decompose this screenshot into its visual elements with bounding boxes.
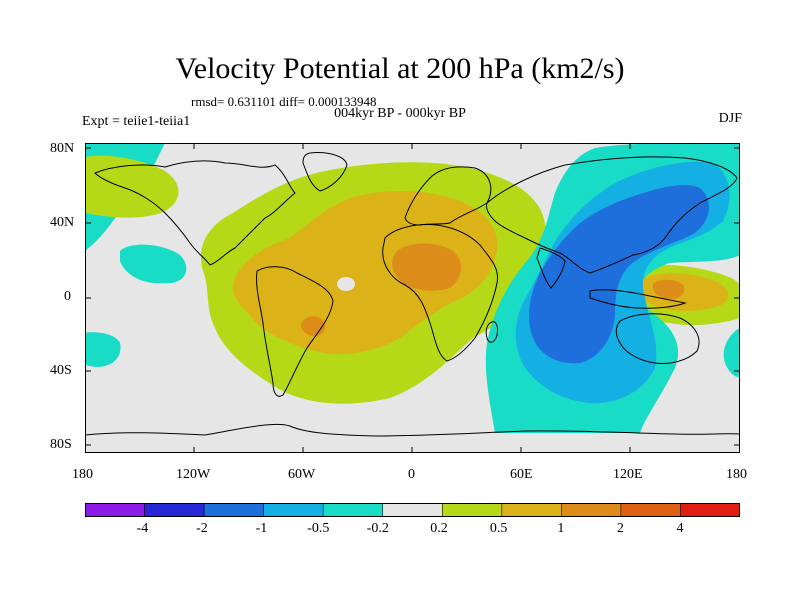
- coast-australia: [615, 313, 700, 364]
- experiment-label: Expt = teiie1-teiia1: [82, 114, 191, 129]
- x-label-120w: 120W: [176, 467, 211, 482]
- x-label-120e: 120E: [613, 467, 643, 482]
- colorbar-label: -0.5: [307, 521, 330, 536]
- contour-pos-1-west-pacific: [652, 279, 685, 299]
- contour-hole-atlantic: [337, 277, 355, 291]
- y-label-0: 0: [64, 289, 71, 304]
- x-label-60w: 60W: [288, 467, 316, 482]
- coast-south-america: [256, 266, 334, 397]
- colorbar-segment: [561, 503, 622, 517]
- stats-text: rmsd= 0.631101 diff= 0.000133948: [191, 94, 377, 109]
- x-label-60e: 60E: [510, 467, 533, 482]
- map-plot: [85, 143, 740, 453]
- coast-madagascar: [485, 321, 498, 343]
- colorbar-segment: [680, 503, 740, 517]
- coast-antarctica: [85, 423, 740, 437]
- colorbar-segment: [203, 503, 265, 517]
- coast-asia: [486, 156, 738, 274]
- contour-pos-1-africa: [392, 243, 461, 291]
- contour-neg-02-pacific-north: [120, 244, 187, 284]
- colorbar-label: 0.5: [489, 521, 508, 536]
- chart-title: Velocity Potential at 200 hPa (km2/s): [175, 52, 625, 85]
- y-label-80s: 80S: [50, 437, 72, 452]
- coast-north-america: [94, 160, 296, 266]
- colorbar-segment: [382, 503, 444, 517]
- axis-ticks: [85, 143, 740, 453]
- colorbar-segment: [85, 503, 146, 517]
- colorbar-label: -4: [136, 521, 149, 536]
- colorbar-segment: [263, 503, 324, 517]
- colorbar-label: -2: [196, 521, 208, 536]
- colorbar: [85, 503, 740, 517]
- colorbar-segment: [501, 503, 563, 517]
- coastlines: [85, 152, 740, 437]
- x-label-180w: 180: [72, 467, 93, 482]
- period-subtitle: 004kyr BP - 000kyr BP: [334, 106, 466, 121]
- coast-indonesia: [589, 289, 687, 309]
- colorbar-label: 1: [557, 521, 565, 536]
- coast-africa: [382, 224, 499, 362]
- colorbar-segment: [441, 503, 503, 517]
- colorbar-label: -0.2: [366, 521, 389, 536]
- coast-india: [536, 247, 566, 289]
- colorbar-label: 0.2: [430, 521, 448, 536]
- colorbar-label: 4: [676, 521, 684, 536]
- y-label-40s: 40S: [50, 363, 72, 378]
- x-label-180e: 180: [726, 467, 747, 482]
- contour-neg-1-core: [529, 185, 710, 364]
- y-label-40n: 40N: [50, 215, 75, 230]
- colorbar-segment: [322, 503, 384, 517]
- coast-greenland: [302, 152, 348, 192]
- contour-pos-02-north-pacific: [85, 155, 179, 218]
- season-label: DJF: [718, 111, 742, 126]
- colorbar-segment: [620, 503, 682, 517]
- y-label-80n: 80N: [50, 141, 75, 156]
- colorbar-label: -1: [255, 521, 268, 536]
- colorbar-segment: [144, 503, 205, 517]
- x-label-0: 0: [408, 467, 415, 482]
- contour-neg-02-pacific-south: [85, 332, 121, 368]
- contour-pos-05-main: [233, 190, 498, 355]
- contour-neg-02-east-edge: [723, 328, 740, 378]
- colorbar-label: 2: [616, 521, 624, 536]
